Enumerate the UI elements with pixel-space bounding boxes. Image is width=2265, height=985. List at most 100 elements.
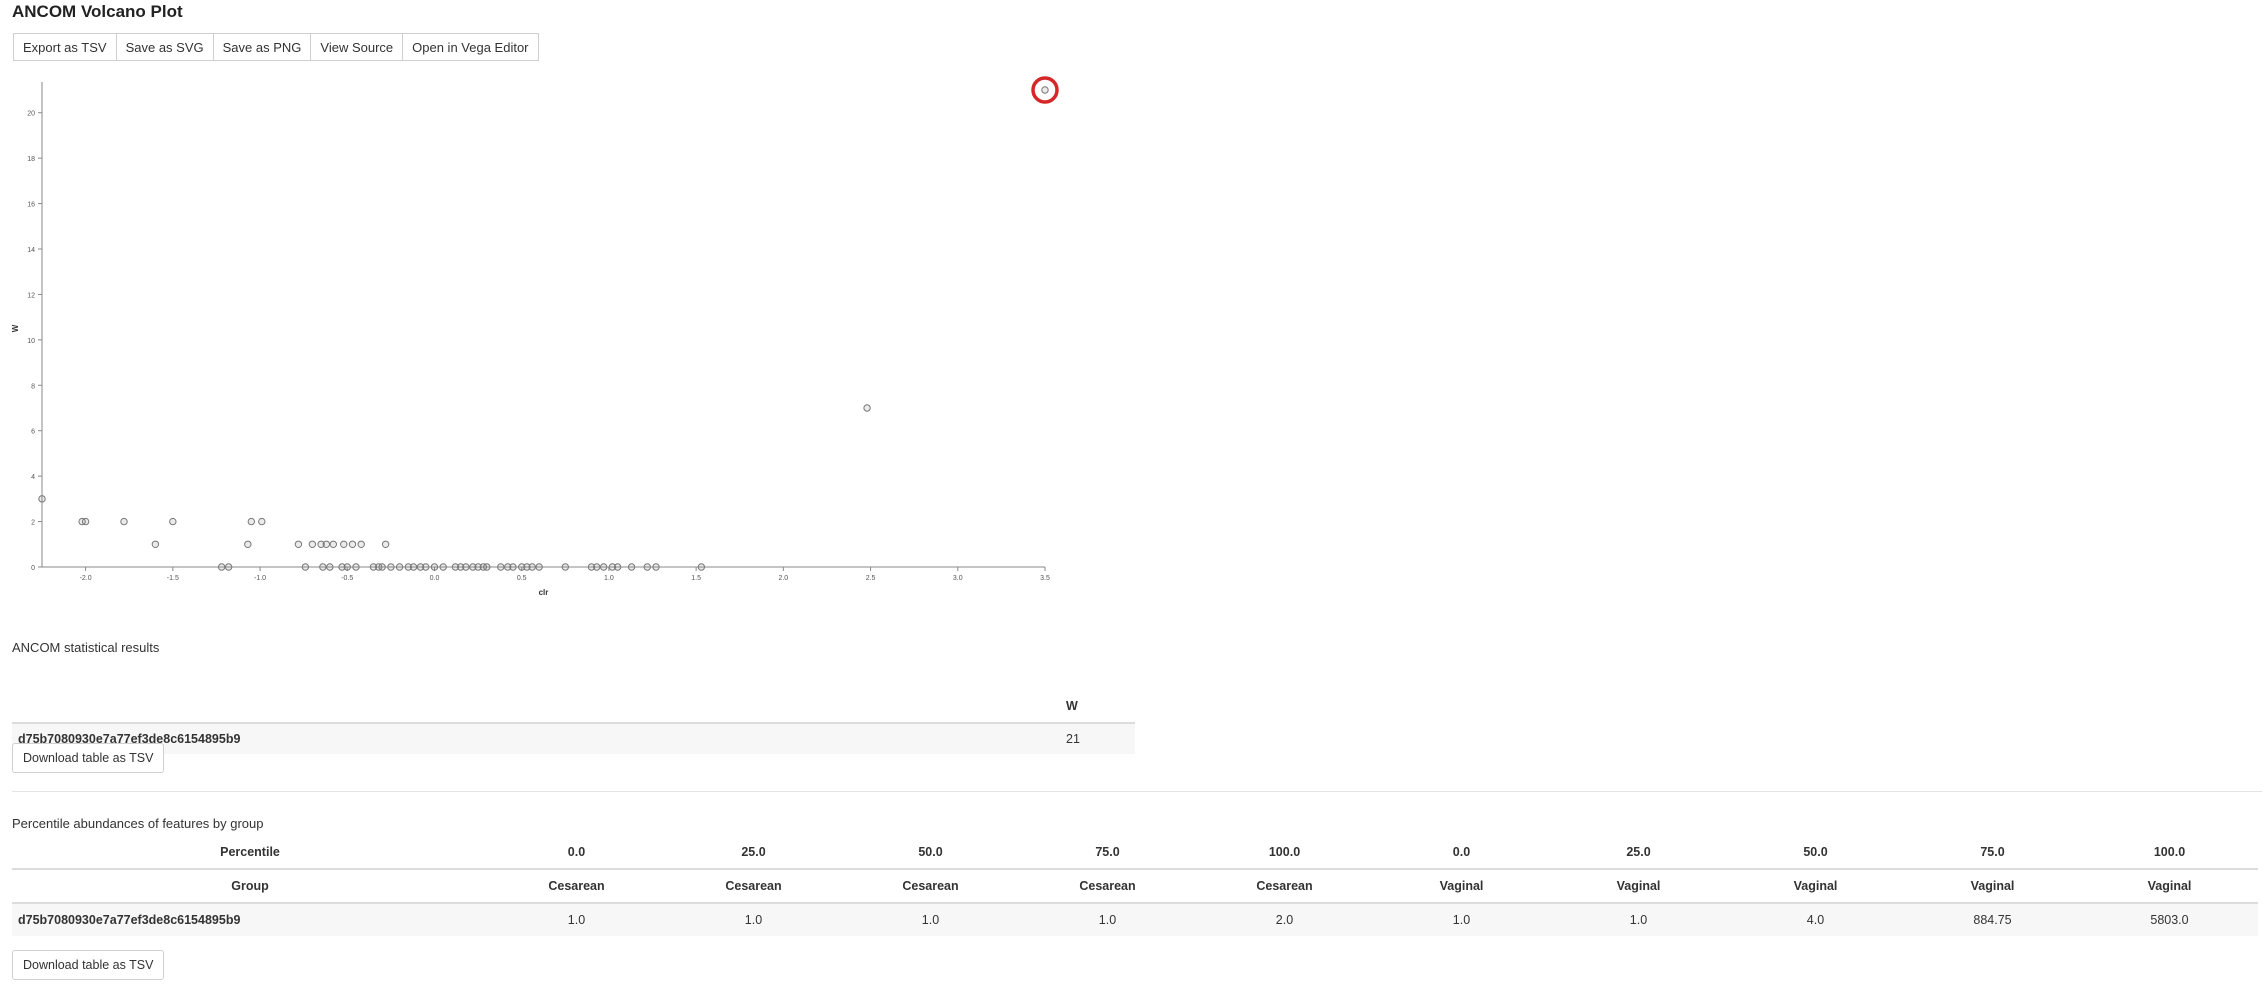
volcano-plot: 0 2 4 6 8 10 12 14 16 18 20 -2.0 -1.5 -1.0 -0.5 0.0 0.5 1… (11, 76, 1059, 597)
data-point[interactable] (462, 563, 470, 571)
percentile-header-row: Percentile 0.0 25.0 50.0 75.0 100.0 0.0 … (12, 836, 2258, 870)
y-tick-label: 12 (27, 292, 35, 299)
export-tsv-button[interactable]: Export as TSV (13, 33, 117, 61)
data-point[interactable] (317, 540, 325, 548)
data-point[interactable] (217, 563, 226, 571)
data-point[interactable] (224, 563, 233, 571)
data-point[interactable] (151, 540, 160, 548)
data-point[interactable] (395, 563, 404, 571)
table-row: d75b7080930e7a77ef3de8c6154895b9 21 (12, 723, 1135, 754)
data-point[interactable] (613, 563, 622, 571)
group-header-cell: Vaginal (1550, 869, 1727, 904)
data-point[interactable] (378, 563, 386, 571)
percentile-header-cell: 50.0 (1727, 836, 1904, 870)
data-point[interactable] (509, 563, 517, 571)
stats-header-w: W (1066, 690, 1135, 724)
data-point[interactable] (329, 540, 338, 548)
y-tick-label: 0 (31, 565, 35, 572)
data-point[interactable] (387, 563, 395, 571)
data-point[interactable] (456, 563, 465, 571)
open-vega-editor-button[interactable]: Open in Vega Editor (402, 33, 539, 61)
data-point[interactable] (483, 563, 491, 571)
data-point[interactable] (81, 517, 90, 526)
data-point[interactable] (322, 540, 331, 548)
percentile-header-cell: 100.0 (1196, 836, 1373, 870)
save-png-button[interactable]: Save as PNG (212, 33, 312, 61)
data-point[interactable] (301, 563, 310, 571)
data-point[interactable] (474, 563, 482, 571)
abundance-cell: 1.0 (1019, 903, 1196, 936)
data-point[interactable] (409, 563, 418, 571)
data-point[interactable] (599, 563, 608, 571)
data-point[interactable] (523, 563, 531, 571)
data-point[interactable] (294, 540, 303, 548)
data-point[interactable] (326, 563, 334, 571)
data-point[interactable] (430, 563, 439, 571)
percentile-header-cell: 50.0 (842, 836, 1019, 870)
x-tick-label: 2.0 (778, 575, 788, 582)
percentile-table: Percentile 0.0 25.0 50.0 75.0 100.0 0.0 … (12, 836, 2258, 936)
data-point[interactable] (369, 563, 378, 571)
data-point[interactable] (469, 563, 477, 571)
data-point[interactable] (416, 563, 425, 571)
data-point[interactable] (38, 495, 46, 503)
group-header-label: Group (12, 869, 488, 904)
data-point[interactable] (340, 540, 348, 548)
save-svg-button[interactable]: Save as SVG (115, 33, 214, 61)
y-tick-label: 2 (31, 520, 35, 527)
data-point[interactable] (169, 517, 177, 526)
percentile-header-cell: 25.0 (665, 836, 842, 870)
data-point[interactable] (627, 563, 636, 571)
x-tick-label: 3.0 (953, 575, 963, 582)
data-point[interactable] (338, 563, 346, 571)
data-point[interactable] (643, 563, 651, 571)
y-tick-label: 16 (27, 202, 35, 209)
data-point[interactable] (422, 563, 430, 571)
w-value-cell: 21 (1066, 723, 1135, 754)
download-stats-tsv-button[interactable]: Download table as TSV (12, 743, 165, 773)
data-point[interactable] (244, 540, 252, 548)
download-percentile-tsv-button[interactable]: Download table as TSV (12, 950, 165, 980)
data-point[interactable] (451, 563, 460, 571)
y-tick-label: 6 (31, 429, 35, 436)
x-tick-label: -1.5 (167, 575, 179, 582)
data-point[interactable] (652, 563, 660, 571)
data-point[interactable] (504, 563, 512, 571)
data-point[interactable] (381, 540, 390, 548)
group-header-cell: Cesarean (1196, 869, 1373, 904)
x-tick-label: -1.0 (254, 575, 266, 582)
feature-id-cell: d75b7080930e7a77ef3de8c6154895b9 (12, 723, 1066, 754)
percentile-header-cell: 0.0 (1373, 836, 1550, 870)
abundance-cell: 5803.0 (2081, 903, 2258, 936)
abundance-cell: 1.0 (665, 903, 842, 936)
data-point[interactable] (258, 517, 266, 526)
data-point[interactable] (561, 563, 570, 571)
data-point[interactable] (404, 563, 413, 571)
data-point[interactable] (535, 563, 543, 571)
data-point[interactable] (247, 517, 256, 526)
percentile-section-title: Percentile abundances of features by gro… (12, 816, 264, 831)
view-source-button[interactable]: View Source (310, 33, 404, 61)
x-tick-label: 2.5 (866, 575, 876, 582)
abundance-cell: 1.0 (842, 903, 1019, 936)
data-point[interactable] (120, 517, 128, 526)
data-point[interactable] (352, 563, 360, 571)
data-point[interactable] (357, 540, 365, 548)
data-point[interactable] (348, 540, 357, 548)
data-point[interactable] (343, 563, 351, 571)
data-point[interactable] (593, 563, 601, 571)
data-point[interactable] (497, 563, 505, 571)
data-point[interactable] (517, 563, 526, 571)
data-point[interactable] (439, 563, 447, 571)
x-tick-label: 0.0 (430, 575, 440, 582)
data-point[interactable] (587, 563, 596, 571)
data-point[interactable] (697, 563, 706, 571)
data-point[interactable] (308, 540, 317, 548)
percentile-header-cell: 25.0 (1550, 836, 1727, 870)
data-point[interactable] (319, 563, 327, 571)
data-point[interactable] (608, 563, 617, 571)
table-row: d75b7080930e7a77ef3de8c6154895b9 1.0 1.0… (12, 903, 2258, 936)
data-point[interactable] (528, 563, 536, 571)
data-point[interactable] (863, 404, 871, 412)
data-point[interactable] (1041, 86, 1049, 94)
